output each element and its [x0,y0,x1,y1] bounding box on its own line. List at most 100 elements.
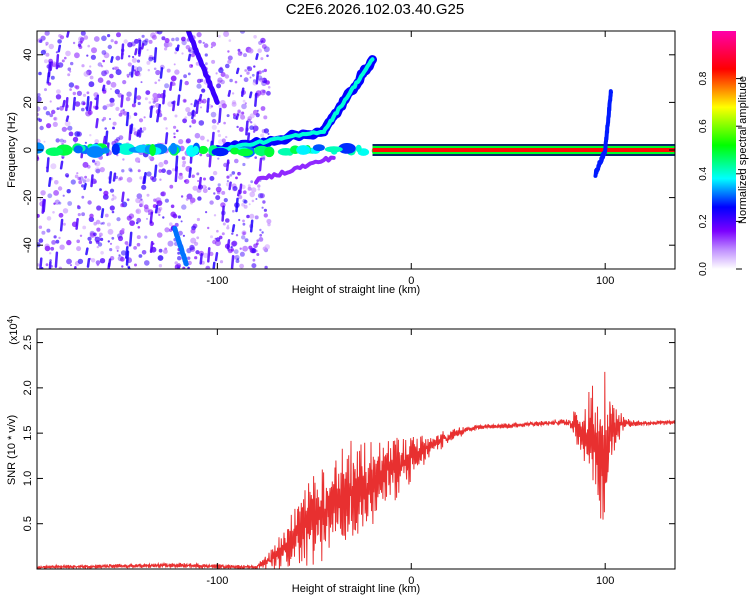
noise-speckle [38,238,44,243]
noise-speckle [182,266,186,269]
noise-speckle [115,137,121,142]
noise-speckle [77,213,81,217]
noise-speckle [163,116,167,121]
snr-y-tick-label: 0.5 [22,516,34,531]
noise-speckle [110,39,114,43]
snr-x-tick-label: 0 [408,575,414,587]
noise-streak [120,43,125,60]
noise-streak [83,182,87,191]
noise-speckle [134,157,141,163]
noise-speckle [99,232,103,237]
noise-streak [62,99,66,108]
noise-speckle [49,100,52,103]
noise-streak [134,48,138,56]
noise-speckle [61,126,67,132]
noise-speckle [253,35,257,39]
noise-speckle [157,255,164,261]
noise-speckle [229,78,233,83]
noise-speckle [81,64,85,68]
noise-speckle [207,187,211,191]
noise-streak [159,67,164,79]
noise-speckle [250,121,253,124]
noise-speckle [192,223,198,229]
snr-y-tick-label: 2.0 [22,380,34,395]
noise-speckle [53,116,58,121]
noise-speckle [57,39,62,44]
noise-speckle [153,198,157,202]
carrier-blob [230,147,240,155]
noise-speckle [100,65,104,68]
noise-speckle [189,125,192,128]
noise-speckle [69,70,72,73]
noise-speckle [49,259,52,262]
snr-y-tick-label: 2.5 [22,335,34,350]
noise-streak [133,87,138,104]
noise-speckle [99,235,102,238]
noise-speckle [41,230,46,235]
noise-speckle [37,106,41,112]
noise-streak [100,208,105,219]
noise-speckle [156,232,163,238]
noise-streak [75,217,79,230]
noise-speckle [158,264,163,268]
noise-speckle [57,62,64,68]
noise-speckle [239,31,246,34]
noise-streak [254,92,258,107]
noise-streak [231,224,236,233]
noise-speckle [261,155,266,160]
noise-speckle [54,199,60,205]
noise-streak [225,159,230,172]
noise-speckle [66,127,69,130]
spectrogram-y-tick-label: 20 [22,96,34,108]
noise-speckle [198,39,202,44]
noise-speckle [223,198,228,203]
noise-speckle [263,68,267,73]
carrier-blob [45,147,63,156]
noise-speckle [118,177,122,182]
noise-speckle [82,93,87,97]
noise-streak [128,231,133,247]
noise-speckle [184,179,190,184]
noise-streak [46,157,50,173]
noise-streak [101,84,106,92]
noise-speckle [201,88,206,93]
noise-speckle [237,48,241,52]
noise-speckle [174,261,178,265]
noise-speckle [257,188,261,191]
noise-speckle [178,139,184,145]
noise-speckle [101,50,107,55]
noise-speckle [155,197,162,204]
noise-speckle [221,138,226,143]
noise-speckle [259,193,265,199]
noise-speckle [169,222,173,226]
noise-speckle [115,69,122,76]
noise-speckle [195,250,200,255]
noise-speckle [237,51,243,56]
noise-speckle [135,208,142,215]
noise-speckle [55,239,60,244]
noise-speckle [107,228,114,235]
noise-streak [108,171,113,184]
noise-speckle [100,251,104,255]
noise-streak [127,266,131,269]
noise-speckle [44,245,51,252]
noise-speckle [244,102,247,105]
noise-speckle [263,128,269,134]
noise-speckle [84,141,87,144]
noise-speckle [129,169,133,173]
noise-speckle [167,240,174,247]
noise-speckle [125,96,131,102]
noise-speckle [233,249,239,255]
noise-speckle [81,184,85,188]
noise-speckle [163,249,168,254]
noise-speckle [95,168,101,174]
spectrogram-x-label: Height of straight line (km) [292,284,420,296]
noise-streak [65,97,69,112]
noise-speckle [106,222,111,227]
noise-speckle [244,238,249,243]
noise-streak [95,94,100,110]
noise-speckle [194,241,199,246]
noise-speckle [44,32,48,36]
noise-speckle [226,175,230,179]
noise-speckle [88,81,95,88]
